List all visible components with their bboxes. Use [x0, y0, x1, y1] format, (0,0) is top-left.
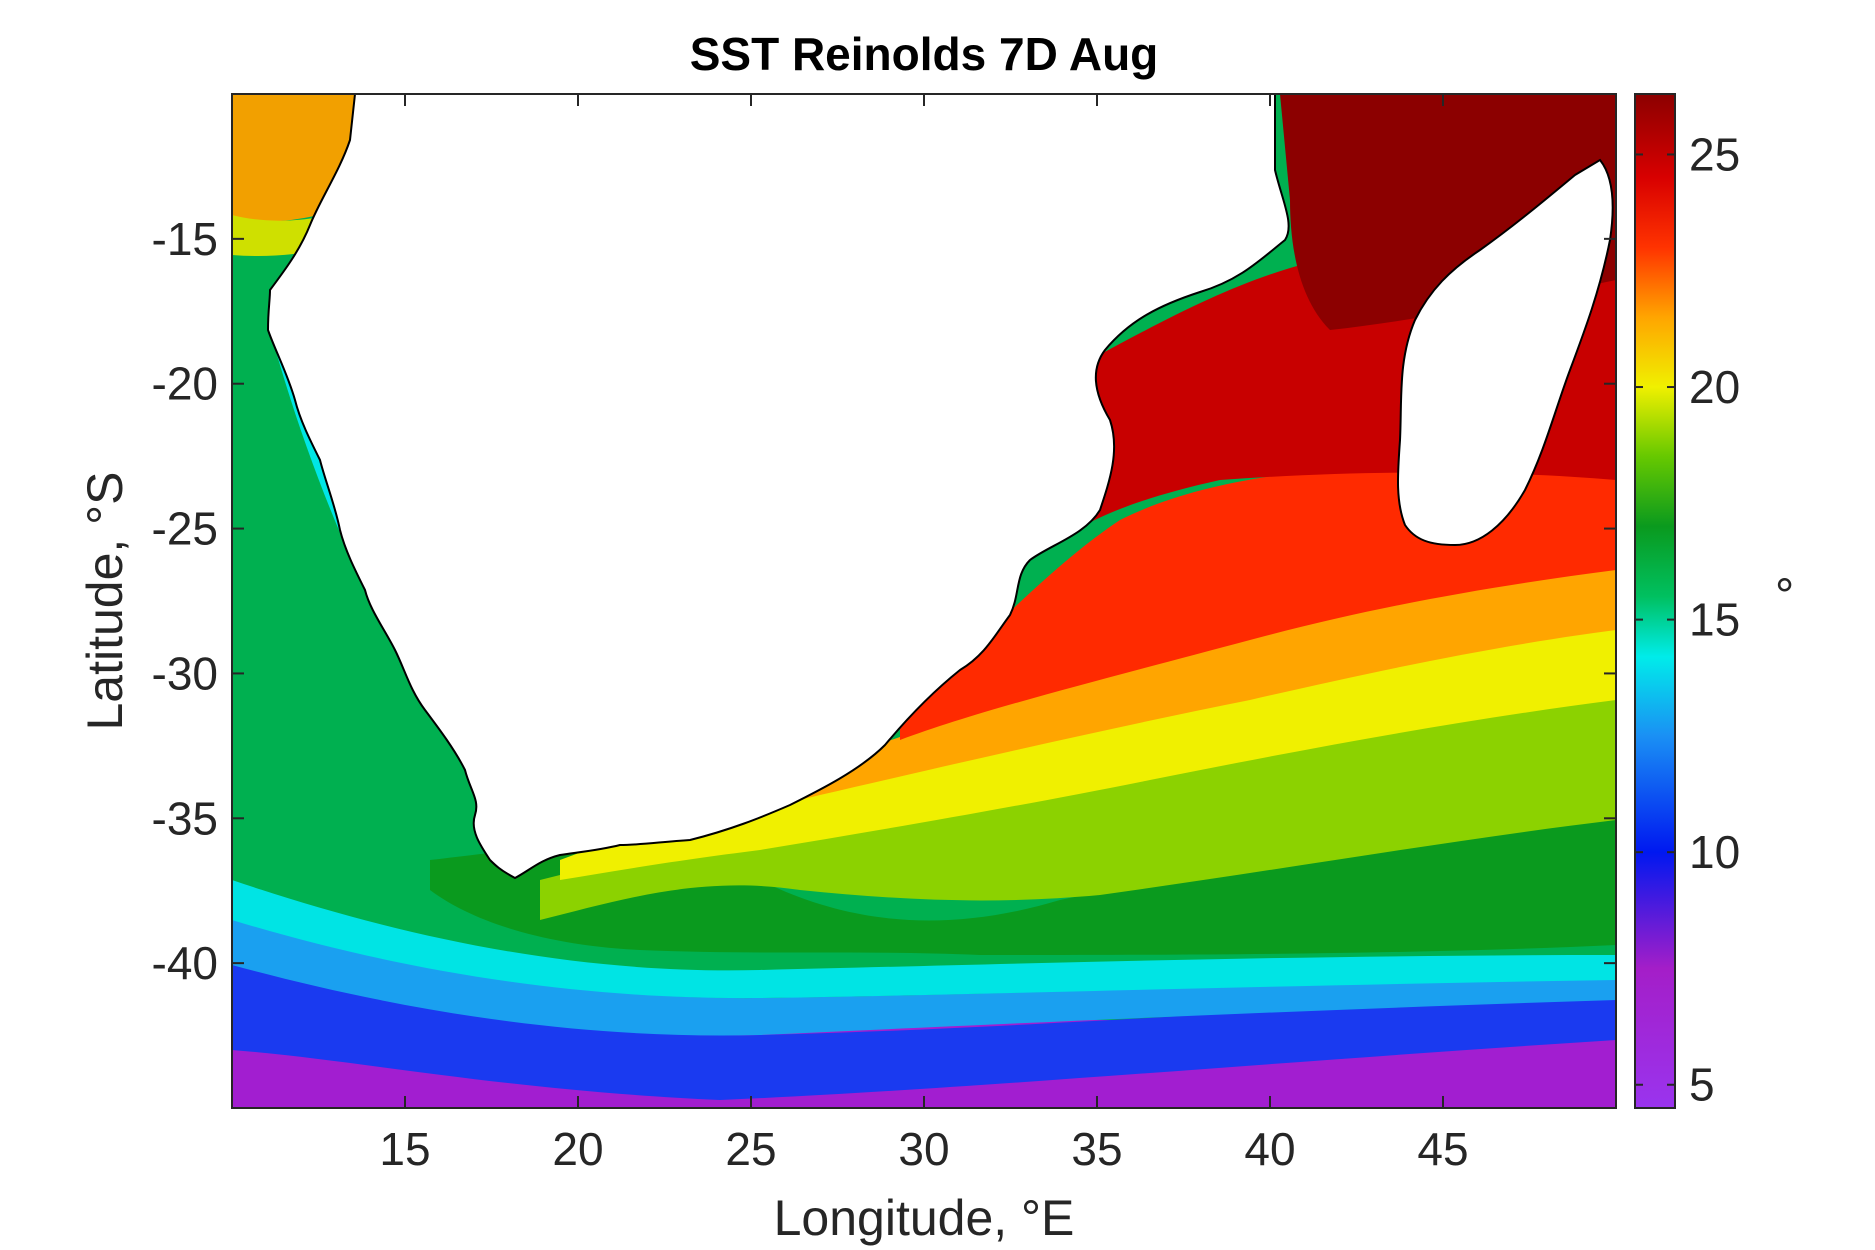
colorbar-tick-label: 20: [1689, 361, 1740, 413]
sst-field: [232, 94, 1616, 1108]
colorbar: 5 10 15 20 25 °: [1634, 93, 1794, 1111]
y-tick-label: -35: [152, 792, 218, 844]
x-tick-label: 20: [552, 1123, 603, 1175]
map-title: SST Reinolds 7D Aug: [690, 28, 1159, 80]
x-axis-ticks: 15 20 25 30 35 40 45: [379, 94, 1469, 1175]
y-axis-ticks: -15 -20 -25 -30 -35 -40: [152, 213, 1616, 989]
x-tick-label: 15: [379, 1123, 430, 1175]
x-tick-label: 45: [1417, 1123, 1468, 1175]
x-tick-label: 40: [1244, 1123, 1295, 1175]
colorbar-tick-label: 10: [1689, 826, 1740, 878]
sst-band-cyan: [232, 880, 1616, 999]
y-tick-label: -30: [152, 647, 218, 699]
colorbar-tick-label: 5: [1689, 1059, 1715, 1111]
sst-band-orange: [700, 550, 1616, 820]
land-madagascar: [1397, 158, 1614, 547]
colorbar-tick-label: 15: [1689, 594, 1740, 646]
sst-band-lightblue: [232, 915, 1616, 1036]
colorbar-ticks: 5 10 15 20 25: [1635, 128, 1740, 1111]
y-tick-label: -15: [152, 213, 218, 265]
y-axis-label: Latitude, °S: [77, 471, 133, 730]
x-tick-label: 30: [898, 1123, 949, 1175]
sst-band-green: [430, 800, 1616, 955]
x-tick-label: 35: [1071, 1123, 1122, 1175]
y-tick-label: -40: [152, 937, 218, 989]
map-axes: 15 20 25 30 35 40 45 -15 -20 -25 -30 -35 -40 Longit…: [77, 93, 1617, 1246]
y-tick-label: -20: [152, 358, 218, 410]
land-africa: [266, 94, 1290, 880]
y-tick-label: -25: [152, 503, 218, 555]
x-tick-label: 25: [725, 1123, 776, 1175]
colorbar-tick-label: 25: [1689, 128, 1740, 180]
sst-band-blue: [232, 960, 1616, 1100]
colorbar-unit-label: °: [1775, 570, 1794, 623]
x-axis-label: Longitude, °E: [774, 1190, 1075, 1246]
colorbar-gradient: [1634, 93, 1676, 1109]
